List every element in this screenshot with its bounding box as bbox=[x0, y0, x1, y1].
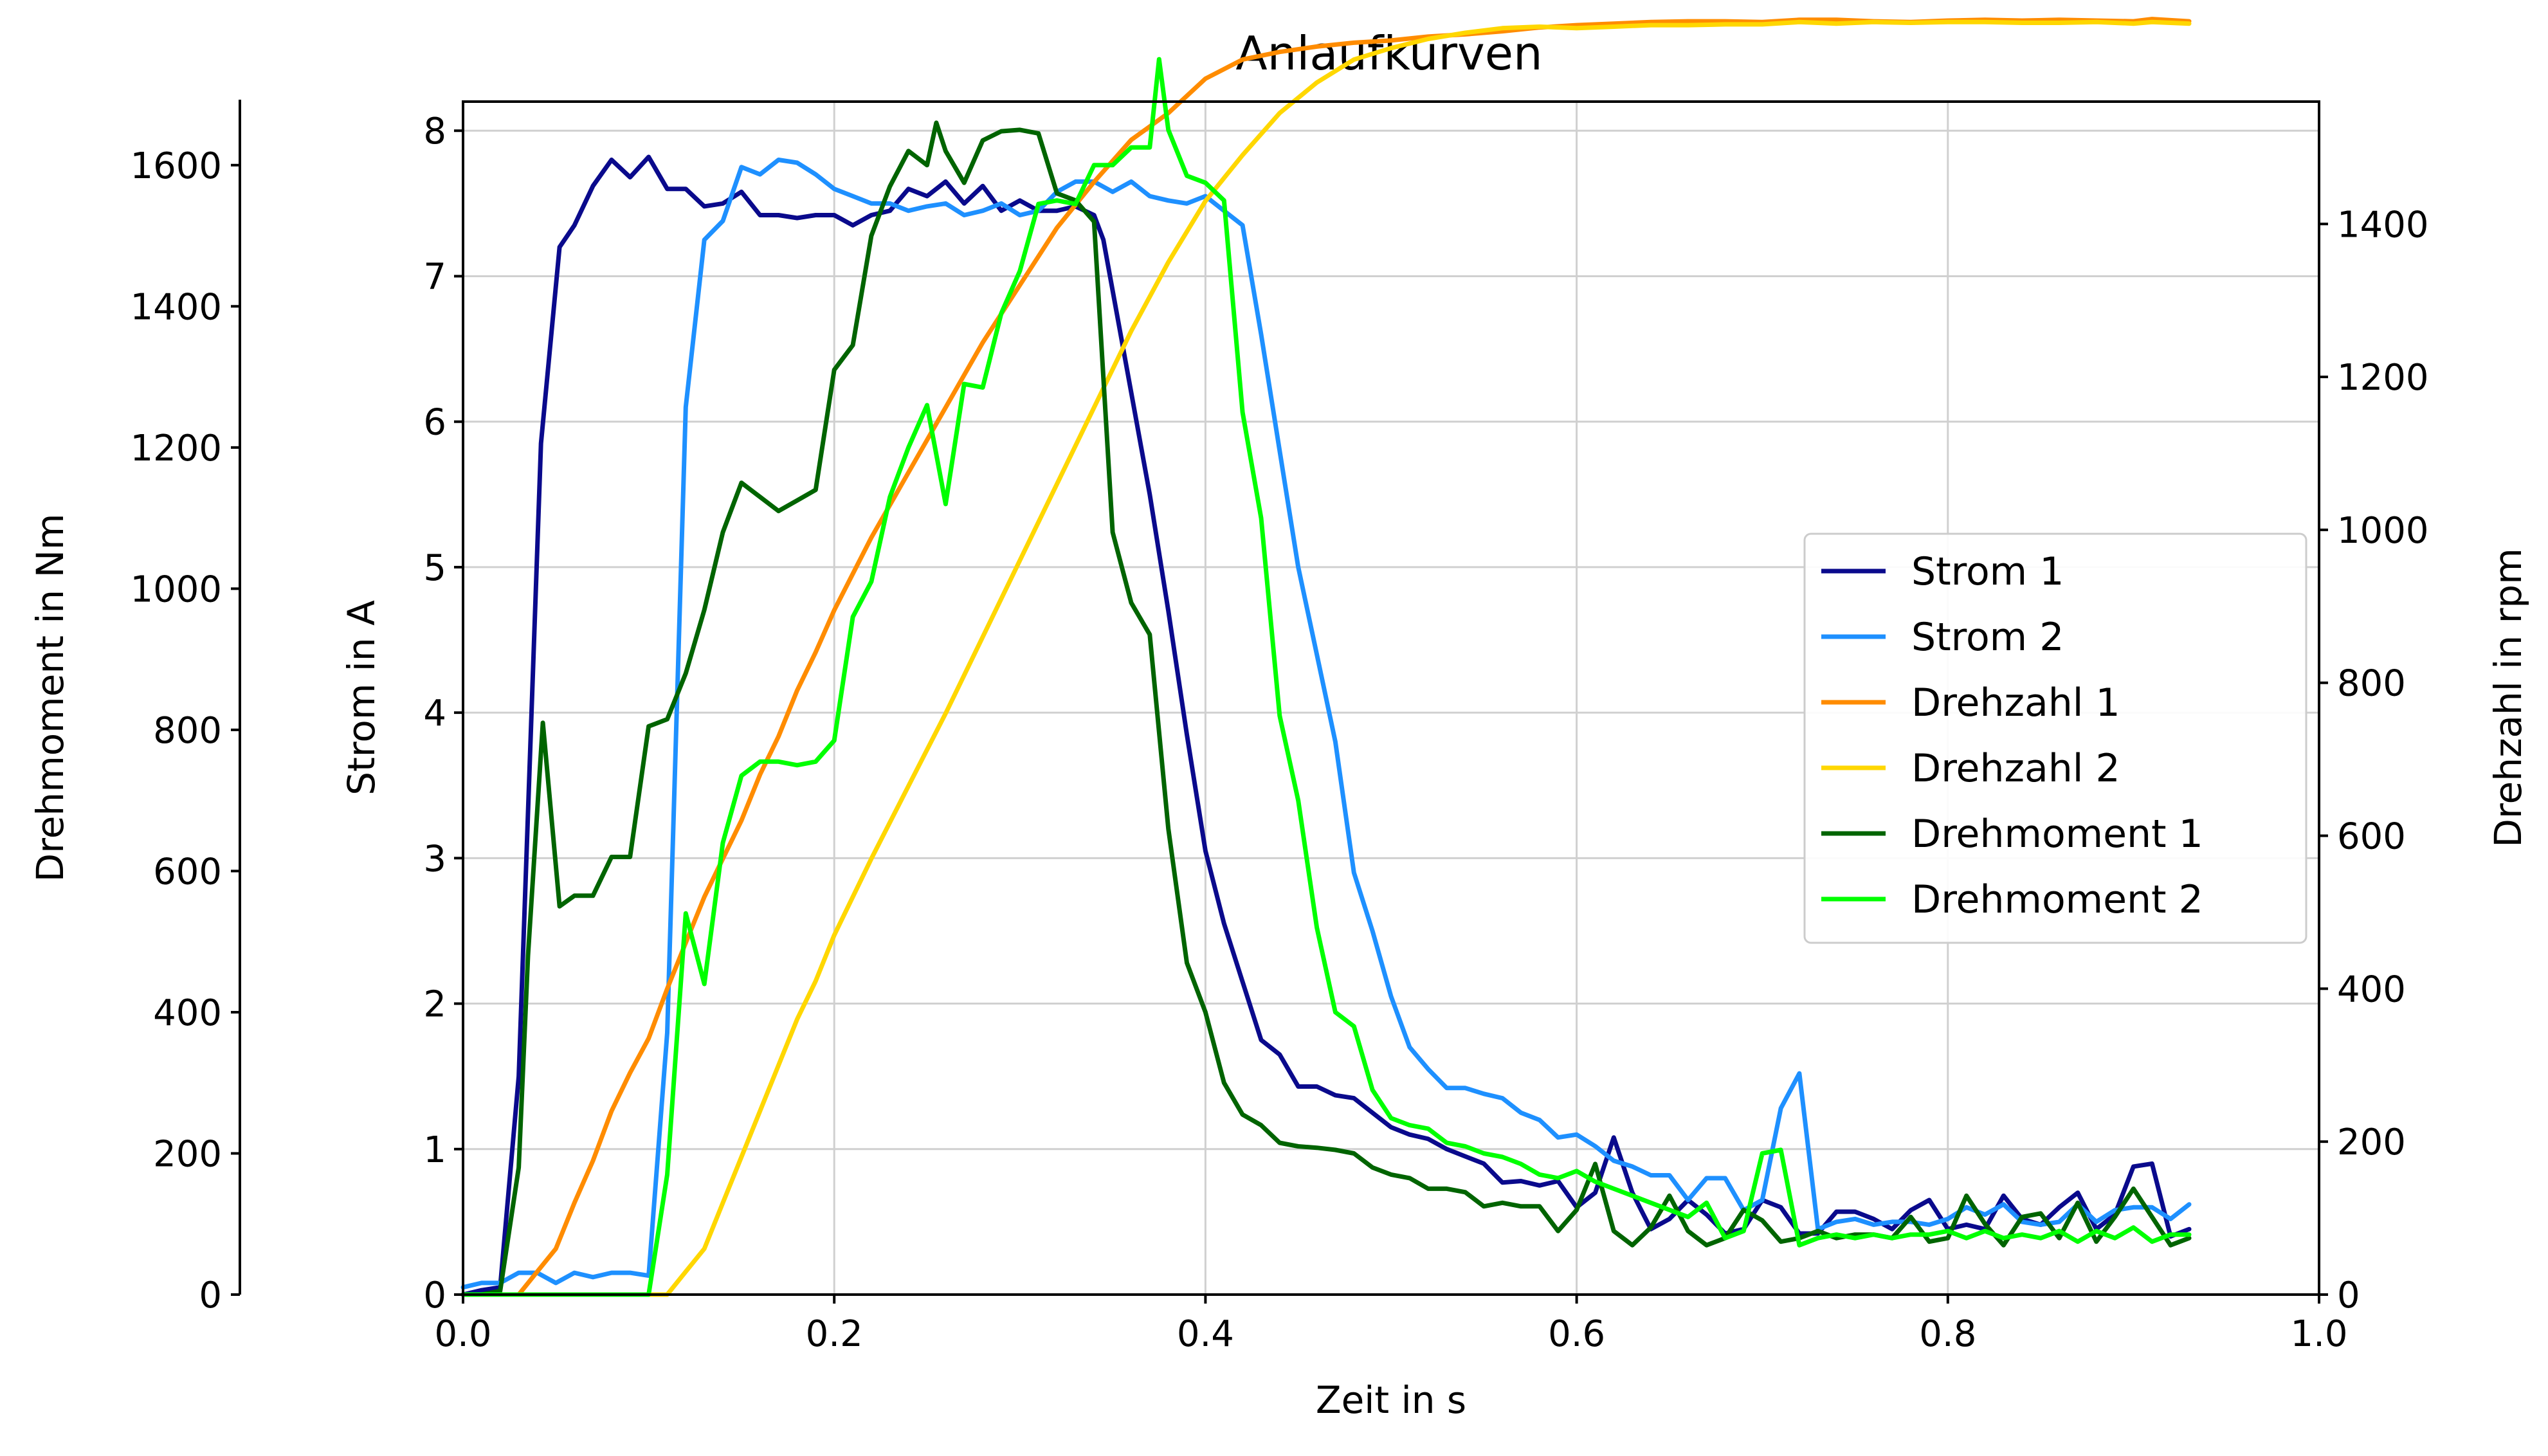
legend-label-drehzahl-1: Drehzahl 1 bbox=[1911, 680, 2120, 725]
legend: Strom 1 Strom 2 Drehzahl 1 Drehzahl 2 Drehmo… bbox=[1803, 532, 2307, 944]
speed-tick-label: 0 bbox=[2337, 1275, 2360, 1316]
series-line-drehzahl-2 bbox=[460, 19, 2192, 1297]
series-lines bbox=[460, 17, 2192, 1297]
torque-axis-ticks: 0 200 400 600 800 1000 1200 1400 1600 bbox=[130, 145, 240, 1316]
x-tick-label: 0.8 bbox=[1919, 1313, 1976, 1355]
current-tick-label: 8 bbox=[423, 111, 446, 152]
speed-tick-label: 200 bbox=[2337, 1122, 2406, 1163]
torque-tick-label: 800 bbox=[153, 710, 222, 752]
current-axis-label: Strom in A bbox=[340, 600, 383, 796]
torque-tick-label: 1600 bbox=[130, 145, 222, 187]
speed-axis-ticks: 0 200 400 600 800 1000 1200 1400 bbox=[2319, 204, 2429, 1316]
speed-axis-label: Drehzahl in rpm bbox=[2486, 548, 2530, 847]
speed-tick-label: 1400 bbox=[2337, 204, 2429, 246]
x-tick-label: 0.2 bbox=[806, 1313, 863, 1355]
x-tick-label: 0.6 bbox=[1548, 1313, 1605, 1355]
current-tick-label: 5 bbox=[423, 547, 446, 589]
current-axis-ticks: 0 1 2 3 4 5 6 7 8 bbox=[423, 111, 463, 1316]
series-line-strom-2 bbox=[460, 158, 2192, 1290]
series-line-drehmoment-2 bbox=[460, 57, 2192, 1297]
x-axis-ticks: 0.0 0.2 0.4 0.6 0.8 1.0 bbox=[434, 1295, 2348, 1355]
legend-label-drehzahl-2: Drehzahl 2 bbox=[1911, 746, 2120, 791]
x-tick-label: 0.0 bbox=[434, 1313, 491, 1355]
torque-tick-label: 400 bbox=[153, 992, 222, 1034]
legend-label-drehmoment-2: Drehmoment 2 bbox=[1911, 877, 2203, 922]
current-tick-label: 6 bbox=[423, 402, 446, 444]
torque-tick-label: 200 bbox=[153, 1133, 222, 1175]
legend-label-strom-1: Strom 1 bbox=[1911, 549, 2064, 594]
torque-tick-label: 600 bbox=[153, 851, 222, 893]
speed-tick-label: 400 bbox=[2337, 969, 2406, 1010]
current-tick-label: 1 bbox=[423, 1129, 446, 1171]
torque-tick-label: 1400 bbox=[130, 286, 222, 328]
x-tick-label: 0.4 bbox=[1177, 1313, 1234, 1355]
current-tick-label: 0 bbox=[423, 1275, 446, 1316]
current-tick-label: 3 bbox=[423, 838, 446, 880]
x-axis-label: Zeit in s bbox=[1316, 1378, 1466, 1422]
torque-tick-label: 0 bbox=[199, 1275, 222, 1316]
speed-tick-label: 600 bbox=[2337, 816, 2406, 858]
legend-label-drehmoment-1: Drehmoment 1 bbox=[1911, 812, 2203, 857]
current-tick-label: 2 bbox=[423, 984, 446, 1026]
current-tick-label: 7 bbox=[423, 256, 446, 298]
torque-tick-label: 1200 bbox=[130, 428, 222, 469]
speed-tick-label: 1200 bbox=[2337, 357, 2429, 399]
torque-tick-label: 1000 bbox=[130, 569, 222, 610]
x-tick-label: 1.0 bbox=[2290, 1313, 2347, 1355]
legend-box bbox=[1803, 532, 2307, 944]
speed-tick-label: 800 bbox=[2337, 663, 2406, 705]
speed-tick-label: 1000 bbox=[2337, 510, 2429, 552]
legend-label-strom-2: Strom 2 bbox=[1911, 615, 2064, 660]
plot-frame bbox=[462, 100, 2320, 1296]
series-line-drehmoment-1 bbox=[460, 120, 2192, 1297]
current-tick-label: 4 bbox=[423, 693, 446, 734]
chart-title: Anlaufkurven bbox=[1235, 26, 1542, 80]
torque-axis-label: Drehmoment in Nm bbox=[28, 514, 72, 882]
